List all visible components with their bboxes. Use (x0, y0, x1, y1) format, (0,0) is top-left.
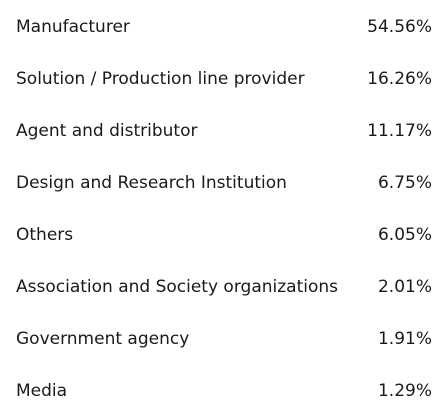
row-label: Media (16, 381, 67, 401)
row-label: Manufacturer (16, 17, 130, 37)
row-label: Government agency (16, 329, 189, 349)
row-value: 6.05% (378, 225, 432, 245)
row-value: 6.75% (378, 173, 432, 193)
row-label: Design and Research Institution (16, 173, 287, 193)
row-value: 11.17% (367, 121, 432, 141)
row-label: Agent and distributor (16, 121, 197, 141)
row-value: 1.29% (378, 381, 432, 401)
row-value: 54.56% (367, 17, 432, 37)
row-label: Association and Society organizations (16, 277, 338, 297)
row-value: 1.91% (378, 329, 432, 349)
row-value: 16.26% (367, 69, 432, 89)
row-label: Others (16, 225, 73, 245)
row-value: 2.01% (378, 277, 432, 297)
row-label: Solution / Production line provider (16, 69, 305, 89)
